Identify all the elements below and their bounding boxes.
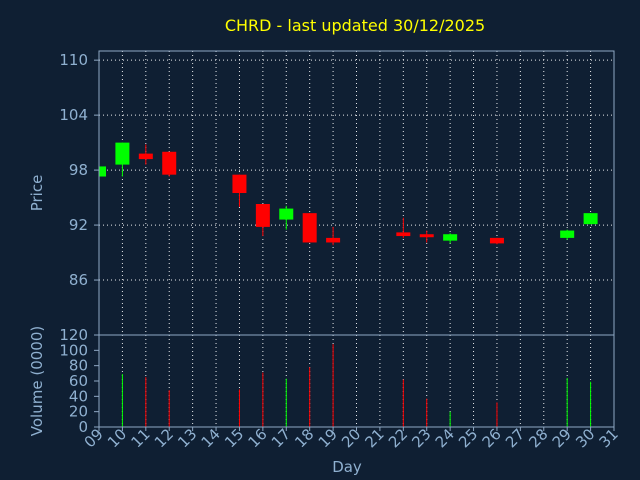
candle-body — [115, 142, 130, 165]
x-tick-label: 13 — [174, 425, 200, 451]
candle-body — [138, 153, 153, 160]
candle-body — [279, 208, 294, 220]
x-tick-label: 22 — [385, 425, 411, 451]
volume-tick-label: 80 — [69, 357, 88, 375]
volume-bars — [121, 344, 592, 427]
x-tick-label: 15 — [221, 425, 247, 451]
volume-grid — [98, 335, 615, 427]
candles — [98, 142, 598, 246]
x-tick-label: 30 — [572, 425, 598, 451]
price-panel-frame — [98, 50, 615, 336]
x-tick-label: 27 — [502, 425, 528, 451]
x-tick-label: 11 — [127, 425, 153, 451]
price-axis-label: Price — [28, 175, 46, 212]
x-tick-label: 18 — [291, 425, 317, 451]
x-tick-label: 26 — [479, 425, 505, 451]
candle-body — [255, 203, 270, 227]
price-tick-label: 98 — [69, 161, 88, 179]
x-tick-label: 21 — [362, 425, 388, 451]
price-tick-label: 92 — [69, 216, 88, 234]
candle-body — [489, 237, 504, 244]
volume-tick-label: 40 — [69, 387, 88, 405]
x-tick-label: 28 — [525, 425, 551, 451]
candle-body — [326, 237, 341, 243]
x-axis-label: Day — [332, 458, 362, 476]
volume-tick-label: 100 — [59, 341, 88, 359]
x-tick-label: 17 — [268, 425, 294, 451]
price-tick-label: 104 — [59, 106, 88, 124]
volume-tick-label: 120 — [59, 326, 88, 344]
candle-body — [162, 151, 177, 175]
price-tick-label: 110 — [59, 51, 88, 69]
candle-body — [560, 230, 575, 238]
x-tick-label: 31 — [596, 425, 622, 451]
x-tick-label: 24 — [432, 425, 458, 451]
candle-body — [302, 213, 317, 243]
x-tick-label: 20 — [338, 425, 364, 451]
x-tick-label: 29 — [549, 425, 575, 451]
chart-title: CHRD - last updated 30/12/2025 — [225, 16, 485, 35]
candle-body — [419, 234, 434, 238]
x-tick-label: 10 — [104, 425, 130, 451]
volume-panel-frame — [98, 334, 615, 428]
price-tick-label: 86 — [69, 271, 88, 289]
volume-tick-label: 60 — [69, 372, 88, 390]
volume-tick-label: 0 — [78, 418, 88, 436]
x-tick-label: 19 — [315, 425, 341, 451]
x-tick-label: 23 — [408, 425, 434, 451]
price-ticks: 86 92 98 104 110 — [59, 51, 99, 289]
candle-body — [99, 166, 106, 177]
candle-body — [443, 234, 458, 241]
x-tick-label: 16 — [244, 425, 270, 451]
x-tick-label: 25 — [455, 425, 481, 451]
price-grid — [98, 51, 615, 335]
volume-axis-label: Volume (0000) — [28, 326, 46, 436]
x-ticks: 0910111213141516171819202122232425262728… — [81, 425, 622, 451]
candle-body — [232, 174, 247, 193]
candle-body — [396, 232, 411, 237]
candle-body — [583, 213, 598, 225]
volume-tick-label: 20 — [69, 403, 88, 421]
x-tick-label: 14 — [198, 425, 224, 451]
x-tick-label: 12 — [151, 425, 177, 451]
